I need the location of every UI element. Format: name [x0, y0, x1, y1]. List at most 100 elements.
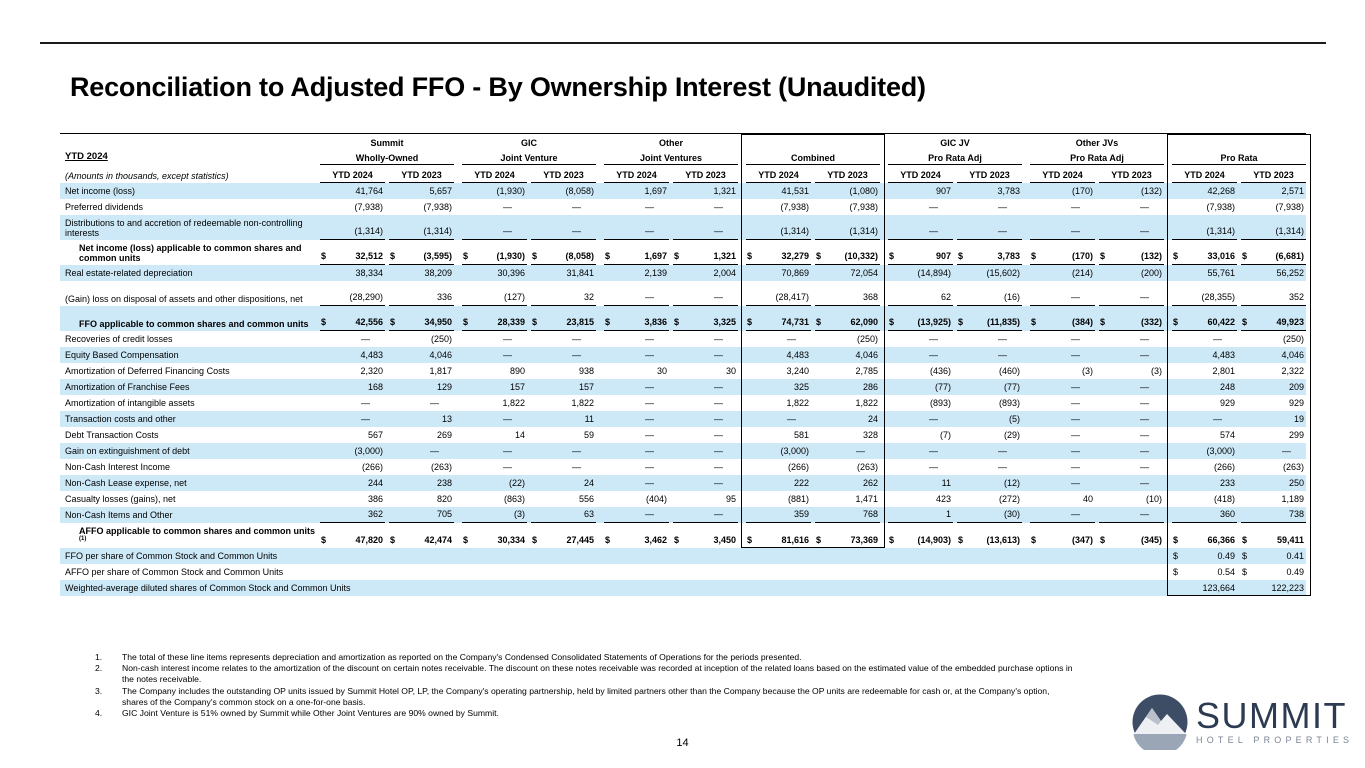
- value-group: (418) 1,189: [1172, 491, 1306, 507]
- value-cell: —: [604, 507, 669, 523]
- cell-value: 336: [436, 292, 452, 302]
- value-cell: —: [1030, 411, 1095, 427]
- value-group: 30 30: [604, 363, 738, 379]
- value-cell: (3): [1030, 363, 1095, 379]
- cell-value: 27,445: [566, 535, 594, 545]
- footnote-number: 3.: [95, 685, 103, 696]
- value-cell: $47,820: [320, 523, 385, 548]
- value-cell: —: [1099, 199, 1164, 215]
- cell-value: (11,835): [986, 317, 1020, 327]
- value-group: — (250): [1172, 331, 1306, 347]
- value-group: — 13: [320, 411, 454, 427]
- group-bottom-label: Pro Rata Adj: [888, 149, 1022, 165]
- value-group: 362 705: [320, 507, 454, 523]
- value-group: — —: [462, 331, 596, 347]
- table-row: AFFO per share of Common Stock and Commo…: [60, 564, 1306, 580]
- value-group: [746, 548, 880, 564]
- value-group: 62 (16): [888, 281, 1022, 306]
- cell-value: (263): [856, 462, 878, 472]
- value-cell: (266): [1172, 459, 1237, 475]
- cell-value: 2,322: [1281, 366, 1304, 376]
- cell-value: 423: [935, 494, 951, 504]
- value-cell: —: [673, 443, 738, 459]
- value-cell: —: [1099, 443, 1164, 459]
- value-cell: 359: [746, 507, 811, 523]
- value-cell: 1,697: [604, 183, 669, 199]
- cell-value: (1,314): [354, 226, 383, 236]
- value-cell: 820: [389, 491, 454, 507]
- cell-value: 238: [436, 478, 452, 488]
- cell-value: (266): [1213, 462, 1235, 472]
- cell-value: 1: [945, 509, 951, 519]
- value-cell: [673, 548, 738, 564]
- cell-value: 248: [1219, 382, 1235, 392]
- cell-value: (266): [787, 462, 809, 472]
- cell-value: —: [714, 350, 723, 360]
- value-cell: 24: [531, 475, 596, 491]
- cell-value: —: [998, 334, 1007, 344]
- cell-value: (30): [1003, 509, 1020, 519]
- value-cell: $3,783: [957, 240, 1022, 265]
- value-cell: 2,004: [673, 265, 738, 281]
- value-cell: (200): [1099, 265, 1164, 281]
- cell-value: (7,938): [780, 202, 809, 212]
- row-label: Recoveries of credit losses: [65, 333, 173, 344]
- value-group: — —: [604, 379, 738, 395]
- value-group: (214) (200): [1030, 265, 1164, 281]
- value-cell: (1,314): [746, 215, 811, 240]
- value-cell: —: [604, 459, 669, 475]
- row-label: Equity Based Compensation: [65, 349, 179, 360]
- value-cell: $907: [888, 240, 953, 265]
- cell-value: 38,334: [355, 268, 383, 278]
- value-group: $74,731 $62,090: [746, 306, 880, 331]
- value-cell: —: [604, 331, 669, 347]
- value-group: — —: [604, 331, 738, 347]
- row-label: FFO per share of Common Stock and Common…: [65, 550, 278, 561]
- group-bottom-label: Joint Ventures: [604, 149, 738, 165]
- value-group: 2,139 2,004: [604, 265, 738, 281]
- cell-value: —: [503, 334, 512, 344]
- value-group: — —: [1030, 395, 1164, 411]
- row-label: Weighted-average diluted shares of Commo…: [65, 582, 351, 593]
- cell-value: —: [787, 414, 796, 424]
- value-cell: (893): [957, 395, 1022, 411]
- value-cell: [815, 548, 880, 564]
- value-cell: $ (8,058): [531, 240, 596, 265]
- row-label: Non-Cash Items and Other: [65, 509, 173, 520]
- value-group: 386 820: [320, 491, 454, 507]
- value-cell: 238: [389, 475, 454, 491]
- value-group: — 24: [746, 411, 880, 427]
- value-cell: —: [604, 281, 669, 306]
- value-cell: 11: [888, 475, 953, 491]
- value-group: — —: [604, 199, 738, 215]
- value-cell: 11: [531, 411, 596, 427]
- value-cell: 4,046: [389, 347, 454, 363]
- table-row: Recoveries of credit losses — (250) — — — — — (2…: [60, 331, 1306, 347]
- value-cell: (29): [957, 427, 1022, 443]
- cell-value: —: [714, 430, 723, 440]
- value-group: (1,314) (1,314): [1172, 215, 1306, 240]
- dollar-sign: $: [747, 535, 753, 545]
- value-group: (404) 95: [604, 491, 738, 507]
- value-cell: —: [1099, 395, 1164, 411]
- value-cell: 62: [888, 281, 953, 306]
- value-group: $0.54 $0.49: [1172, 564, 1306, 580]
- dollar-sign: $: [605, 251, 611, 261]
- value-cell: 24: [815, 411, 880, 427]
- cell-value: (7,938): [354, 202, 383, 212]
- value-cell: —: [320, 395, 385, 411]
- table-row: Weighted-average diluted shares of Commo…: [60, 580, 1306, 596]
- value-cell: 705: [389, 507, 454, 523]
- column-header: YTD 2024: [888, 165, 953, 183]
- cell-value: (384): [1071, 317, 1093, 327]
- value-group: 890 938: [462, 363, 596, 379]
- value-cell: (436): [888, 363, 953, 379]
- cell-value: (1,314): [423, 226, 452, 236]
- cell-value: (13,925): [917, 317, 951, 327]
- value-cell: —: [1099, 379, 1164, 395]
- row-label: Debt Transaction Costs: [65, 429, 159, 440]
- cell-value: 30,396: [497, 268, 525, 278]
- value-cell: —: [604, 395, 669, 411]
- value-cell: $ (10,332): [815, 240, 880, 265]
- value-cell: (404): [604, 491, 669, 507]
